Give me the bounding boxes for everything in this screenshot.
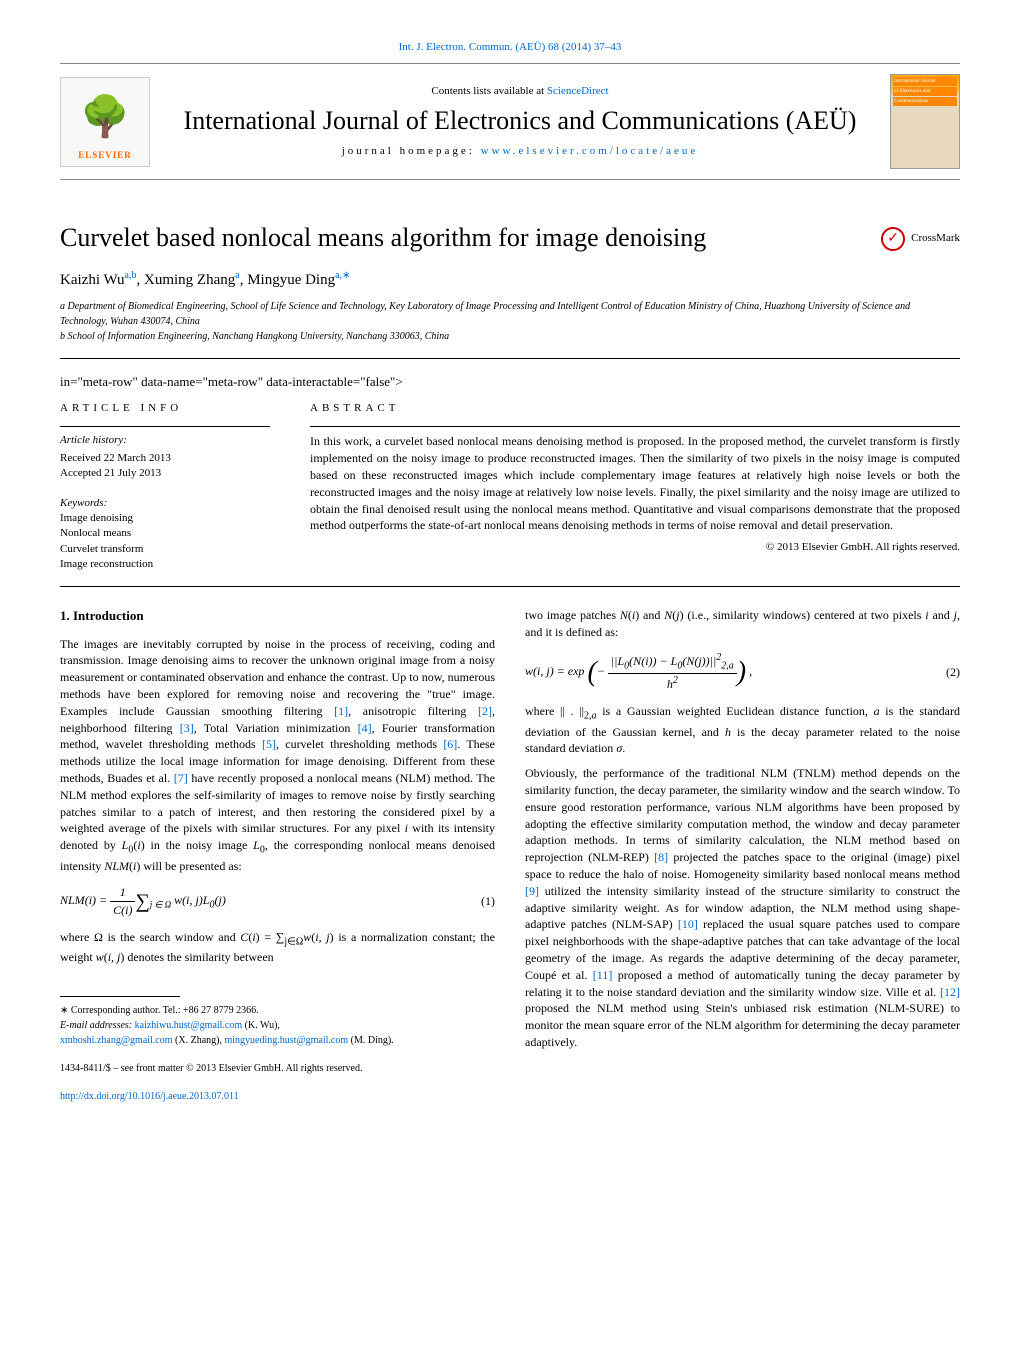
abstract-text: In this work, a curvelet based nonlocal …: [310, 433, 960, 534]
journal-cover-thumbnail: International Journal of Electronics and…: [890, 74, 960, 169]
keywords-label: Keywords:: [60, 496, 270, 511]
divider-1: [60, 358, 960, 359]
crossmark-label: CrossMark: [911, 231, 960, 246]
homepage-link[interactable]: www.elsevier.com/locate/aeue: [481, 145, 699, 157]
ref-12[interactable]: [12]: [940, 985, 960, 999]
divider-2: [60, 586, 960, 587]
affiliation-b: b School of Information Engineering, Nan…: [60, 329, 960, 344]
crossmark-badge[interactable]: ✓ CrossMark: [881, 227, 960, 251]
crossmark-icon: ✓: [881, 227, 905, 251]
journal-title: International Journal of Electronics and…: [170, 105, 870, 136]
left-column: 1. Introduction The images are inevitabl…: [60, 607, 495, 1104]
paper-title: Curvelet based nonlocal means algorithm …: [60, 220, 706, 256]
abstract-divider: [310, 426, 960, 427]
col2-para-3: Obviously, the performance of the tradit…: [525, 765, 960, 1051]
right-column: two image patches N(i) and N(j) (i.e., s…: [525, 607, 960, 1104]
keyword-2: Nonlocal means: [60, 526, 270, 541]
journal-ref-link[interactable]: Int. J. Electron. Commun. (AEÜ) 68 (2014…: [60, 40, 960, 55]
sciencedirect-link[interactable]: ScienceDirect: [547, 85, 609, 97]
info-divider: [60, 426, 270, 427]
ref-11[interactable]: [11]: [593, 968, 613, 982]
ref-9[interactable]: [9]: [525, 884, 539, 898]
cover-label-3: Communications: [893, 97, 957, 106]
ref-8[interactable]: [8]: [654, 850, 668, 864]
footnote-separator: [60, 996, 180, 997]
body-columns: 1. Introduction The images are inevitabl…: [60, 607, 960, 1104]
affiliations: a Department of Biomedical Engineering, …: [60, 299, 960, 344]
abstract-block: ABSTRACT In this work, a curvelet based …: [310, 401, 960, 573]
keyword-4: Image reconstruction: [60, 557, 270, 572]
affiliation-a: a Department of Biomedical Engineering, …: [60, 299, 960, 329]
header-center: Contents lists available at ScienceDirec…: [170, 84, 870, 160]
homepage-prefix: journal homepage:: [342, 145, 481, 157]
article-info-block: ARTICLE INFO Article history: Received 2…: [60, 401, 270, 573]
ref-6[interactable]: [6]: [443, 737, 457, 751]
author-1-sup[interactable]: a,b: [125, 270, 137, 281]
journal-header: 🌳 ELSEVIER Contents lists available at S…: [60, 63, 960, 180]
email-2-who: (X. Zhang),: [173, 1035, 225, 1046]
issn-line: 1434-8411/$ – see front matter © 2013 El…: [60, 1062, 495, 1076]
elsevier-tree-icon: 🌳: [80, 89, 130, 145]
col2-para-1: two image patches N(i) and N(j) (i.e., s…: [525, 607, 960, 641]
equation-1: NLM(i) = 1C(i)∑j ∈ Ω w(i, j)L0(j) (1): [60, 884, 495, 919]
ref-1[interactable]: [1]: [334, 704, 348, 718]
article-info-label: ARTICLE INFO: [60, 401, 270, 416]
received-date: Received 22 March 2013: [60, 451, 270, 466]
keyword-1: Image denoising: [60, 511, 270, 526]
cover-label-1: International Journal: [893, 77, 957, 86]
doi-link[interactable]: http://dx.doi.org/10.1016/j.aeue.2013.07…: [60, 1091, 239, 1102]
intro-heading: 1. Introduction: [60, 607, 495, 625]
keyword-3: Curvelet transform: [60, 542, 270, 557]
author-3-sup[interactable]: a,∗: [335, 270, 350, 281]
abstract-label: ABSTRACT: [310, 401, 960, 416]
contents-line: Contents lists available at ScienceDirec…: [170, 84, 870, 99]
author-1: Kaizhi Wu: [60, 272, 125, 288]
email-3[interactable]: mingyueding.hust@gmail.com: [224, 1035, 348, 1046]
elsevier-logo: 🌳 ELSEVIER: [60, 77, 150, 167]
intro-para-2: where Ω is the search window and C(i) = …: [60, 929, 495, 966]
abstract-copyright: © 2013 Elsevier GmbH. All rights reserve…: [310, 540, 960, 555]
ref-3[interactable]: [3]: [180, 721, 194, 735]
eq-2-num: (2): [946, 664, 960, 681]
email-label: E-mail addresses:: [60, 1020, 135, 1031]
contents-prefix: Contents lists available at: [431, 85, 546, 97]
ref-10[interactable]: [10]: [678, 917, 698, 931]
ref-7[interactable]: [7]: [174, 771, 188, 785]
corresponding-author: ∗ Corresponding author. Tel.: +86 27 877…: [60, 1003, 495, 1018]
accepted-date: Accepted 21 July 2013: [60, 466, 270, 481]
eq-1-num: (1): [481, 893, 495, 910]
authors: Kaizhi Wua,b, Xuming Zhanga, Mingyue Din…: [60, 269, 960, 291]
ref-2[interactable]: [2]: [478, 704, 492, 718]
history-label: Article history:: [60, 433, 270, 448]
author-2: , Xuming Zhang: [136, 272, 235, 288]
email-3-who: (M. Ding).: [348, 1035, 394, 1046]
col2-para-2: where || . ||2,a is a Gaussian weighted …: [525, 703, 960, 757]
cover-label-2: of Electronics and: [893, 87, 957, 96]
ref-4[interactable]: [4]: [358, 721, 372, 735]
ref-5[interactable]: [5]: [262, 737, 276, 751]
journal-homepage: journal homepage: www.elsevier.com/locat…: [170, 144, 870, 159]
email-1-who: (K. Wu),: [242, 1020, 280, 1031]
equation-2: w(i, j) = exp (− ||L0(N(i)) − L0(N(j))||…: [525, 651, 960, 693]
intro-para-1: The images are inevitably corrupted by n…: [60, 636, 495, 875]
email-2[interactable]: xmboshi.zhang@gmail.com: [60, 1035, 173, 1046]
author-3: , Mingyue Ding: [240, 272, 335, 288]
email-1[interactable]: kaizhiwu.hust@gmail.com: [135, 1020, 243, 1031]
publisher-name: ELSEVIER: [78, 149, 132, 162]
email-addresses: E-mail addresses: kaizhiwu.hust@gmail.co…: [60, 1018, 495, 1048]
